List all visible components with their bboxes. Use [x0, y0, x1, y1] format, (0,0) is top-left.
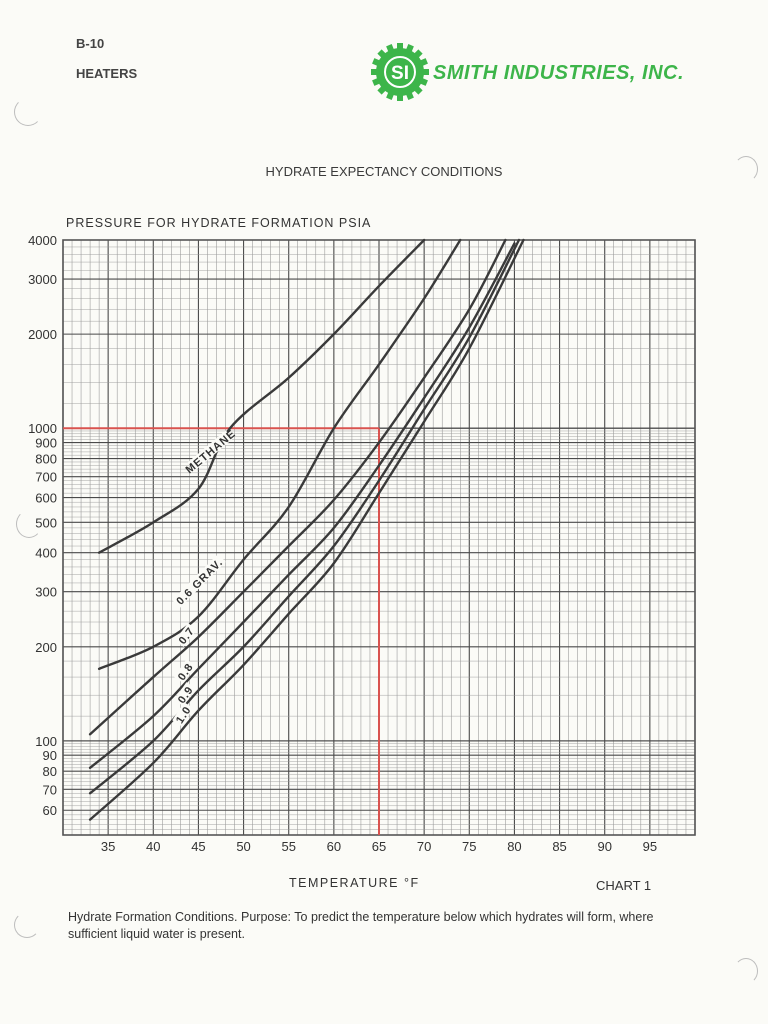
x-tick-label: 75: [462, 839, 476, 854]
y-tick-label: 300: [35, 585, 57, 600]
punch-hole-bottom-left: [14, 912, 40, 938]
x-tick-label: 95: [643, 839, 657, 854]
x-tick-label: 55: [281, 839, 295, 854]
x-tick-label: 85: [552, 839, 566, 854]
y-tick-label: 4000: [28, 233, 57, 248]
y-tick-label: 3000: [28, 272, 57, 287]
y-tick-label: 70: [43, 782, 57, 797]
y-tick-label: 1000: [28, 421, 57, 436]
curve-0-6-grav: [97, 238, 462, 671]
x-tick-label: 35: [101, 839, 115, 854]
chart-number: CHART 1: [596, 878, 652, 893]
x-tick-labels: 35 40 45 50 55 60 65 70 75 80 85 90 95: [101, 839, 657, 854]
company-logo: SI: [358, 30, 442, 114]
gear-logo-icon: SI: [358, 30, 442, 114]
y-axis-title: PRESSURE FOR HYDRATE FORMATION PSIA: [66, 216, 372, 230]
y-tick-label: 700: [35, 470, 57, 485]
curve-label: 0.6 GRAV.: [174, 556, 225, 607]
y-tick-label: 500: [35, 515, 57, 530]
x-tick-label: 90: [597, 839, 611, 854]
x-tick-label: 40: [146, 839, 160, 854]
y-tick-label: 80: [43, 764, 57, 779]
x-tick-label: 50: [236, 839, 250, 854]
x-tick-label: 65: [372, 839, 386, 854]
y-tick-label: 600: [35, 491, 57, 506]
x-tick-label: 70: [417, 839, 431, 854]
company-name: SMITH INDUSTRIES, INC.: [433, 62, 685, 84]
punch-hole-top-left: [14, 98, 42, 126]
y-tick-label: 100: [35, 734, 57, 749]
y-tick-label: 200: [35, 640, 57, 655]
x-tick-label: 45: [191, 839, 205, 854]
curve-0-9: [88, 238, 521, 795]
y-tick-label: 900: [35, 436, 57, 451]
curve-0-8: [88, 242, 516, 770]
chart-caption: Hydrate Formation Conditions. Purpose: T…: [68, 910, 654, 941]
curve-methane: [97, 238, 426, 554]
y-tick-label: 2000: [28, 327, 57, 342]
y-tick-label: 800: [35, 452, 57, 467]
page-code: B-10: [76, 36, 105, 51]
y-tick-label: 400: [35, 546, 57, 561]
curve-1-0: [88, 238, 525, 821]
x-tick-label: 80: [507, 839, 521, 854]
x-tick-label: 60: [327, 839, 341, 854]
curve-0-7: [88, 238, 507, 736]
y-tick-label: 90: [43, 748, 57, 763]
svg-text:SI: SI: [391, 63, 409, 84]
y-tick-label: 60: [43, 803, 57, 818]
chart-title: HYDRATE EXPECTANCY CONDITIONS: [265, 164, 503, 179]
x-axis-title: TEMPERATURE °F: [289, 876, 420, 890]
section-name: HEATERS: [76, 66, 138, 81]
punch-hole-mid-left: [16, 510, 42, 538]
